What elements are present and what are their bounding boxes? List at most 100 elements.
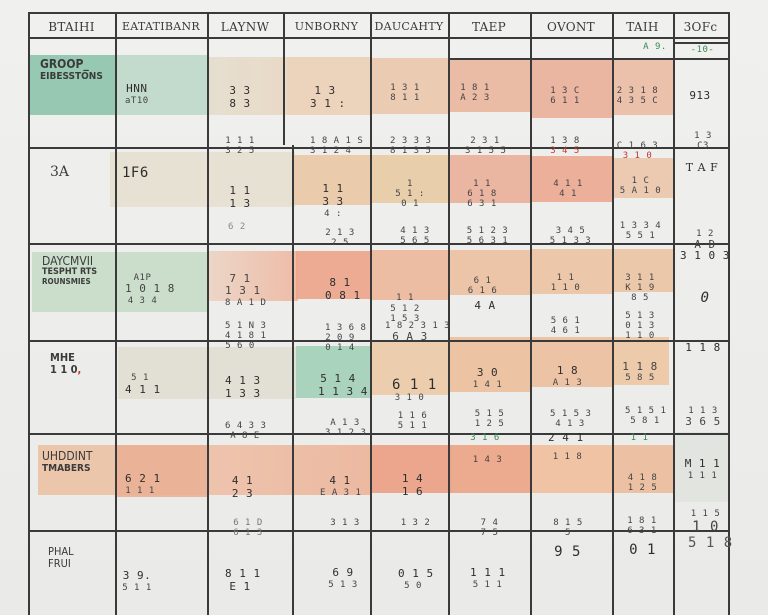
- cell-value: 1F6: [122, 165, 149, 181]
- column-header: UNBORNY: [294, 20, 359, 33]
- highlight-band-tan: [612, 337, 669, 385]
- highlight-band-peach: [448, 58, 530, 112]
- highlight-band-salmon: [207, 445, 372, 495]
- row-label-line: MHE: [50, 351, 75, 364]
- grid-line-v: [283, 12, 285, 145]
- highlight-band-grey: [674, 432, 728, 502]
- highlight-band-tan: [372, 340, 448, 395]
- cell-value: 4 A: [474, 299, 496, 312]
- row-label: MHE 1 1 0,: [50, 351, 82, 377]
- grid-line-h: [448, 58, 728, 60]
- column-header: DAUCAHTY: [374, 20, 444, 33]
- cell-value: 9 5: [554, 544, 581, 560]
- cell-value: 1 1 8: [685, 341, 721, 354]
- highlight-band-peach: [370, 58, 448, 114]
- cell-value: 6 2: [228, 222, 246, 232]
- highlight-band-beige: [110, 152, 295, 207]
- row-label: PHAL FRUI: [48, 545, 74, 571]
- highlight-band-green: [30, 55, 116, 115]
- highlight-band-tan: [530, 445, 612, 493]
- row-label-line: FRUI: [48, 557, 71, 571]
- cell-value: 5 1 8: [688, 535, 733, 551]
- row-label-line: GROOP_: [40, 57, 89, 71]
- highlight-band-salmon: [448, 155, 530, 203]
- highlight-band-peach: [530, 249, 612, 294]
- grid-line-v: [207, 12, 209, 615]
- highlight-band-peach: [530, 58, 612, 118]
- subheader-note: A 9.: [643, 42, 667, 52]
- grid-line-h: [28, 340, 728, 342]
- grid-line-v: [292, 145, 294, 615]
- grid-line-h: [28, 243, 728, 245]
- grid-line-h: [673, 42, 728, 44]
- grid-line-h: [28, 12, 728, 14]
- cell-value: HNN aT10: [125, 82, 149, 106]
- row-label: GROOP_ EIBESSTONS: [40, 57, 103, 82]
- grid-line-h: [28, 147, 728, 149]
- red-mark: ,: [77, 363, 82, 377]
- highlight-band-sage: [32, 252, 208, 312]
- highlight-band-peach: [612, 249, 673, 292]
- column-header: BTAIHI: [48, 20, 95, 34]
- row-label-line: TMABERS: [42, 463, 91, 475]
- highlight-band-salmon: [452, 445, 530, 493]
- row-label-line: PHAL: [48, 545, 74, 558]
- highlight-band-salmon: [296, 251, 370, 299]
- grid-line-h: [28, 37, 728, 39]
- grid-line-h: [28, 433, 728, 435]
- highlight-band-sage: [116, 55, 207, 115]
- highlight-band-salmon: [115, 445, 207, 497]
- grid-line-v: [448, 12, 450, 615]
- grid-line-h: [28, 530, 728, 532]
- highlight-band-tan: [448, 337, 530, 392]
- row-label-line: ROUNSMIES: [42, 277, 91, 287]
- cell-value: 2 4 1: [548, 431, 584, 444]
- cell-note-green: 3 1 6: [470, 433, 500, 443]
- cell-value: 3 1 3: [330, 517, 360, 528]
- highlight-band-green: [296, 346, 372, 398]
- cell-value: 1 1 8: [552, 452, 583, 462]
- cell-value: 0: [700, 290, 710, 306]
- column-header: LAYNW: [220, 20, 270, 34]
- cell-value: 913: [689, 89, 711, 103]
- grid-line-v: [115, 12, 117, 615]
- cell-value: 1 4 3: [472, 455, 503, 465]
- cell-value: 1 3 C3: [694, 130, 712, 152]
- grid-line-v: [728, 12, 730, 615]
- highlight-band-salmon: [530, 156, 612, 202]
- highlight-band-peach: [612, 58, 673, 115]
- grid-line-v: [530, 12, 532, 615]
